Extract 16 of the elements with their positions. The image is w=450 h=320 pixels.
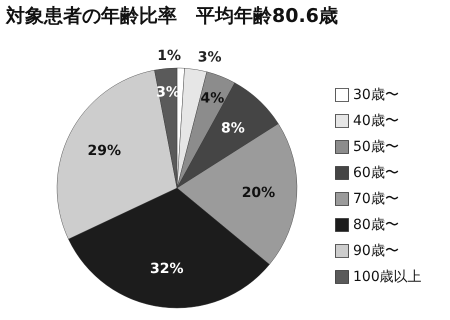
legend-label: 40歳〜: [353, 113, 399, 129]
legend-label: 30歳〜: [353, 87, 399, 103]
legend-label: 60歳〜: [353, 165, 399, 181]
legend-label: 100歳以上: [353, 269, 422, 285]
legend-label: 90歳〜: [353, 243, 399, 259]
legend-label: 70歳〜: [353, 191, 399, 207]
data-label: 8%: [220, 120, 245, 137]
legend-label: 80歳〜: [353, 217, 399, 233]
data-label: 3%: [198, 50, 222, 66]
data-label: 4%: [200, 90, 224, 107]
data-label: 29%: [88, 142, 122, 159]
legend-label: 50歳〜: [353, 139, 399, 155]
data-label: 1%: [157, 48, 182, 64]
chart-title: 対象患者の年齢比率 平均年齢80.6歳: [5, 5, 338, 27]
data-label: 32%: [150, 260, 184, 277]
data-label: 20%: [242, 185, 276, 202]
